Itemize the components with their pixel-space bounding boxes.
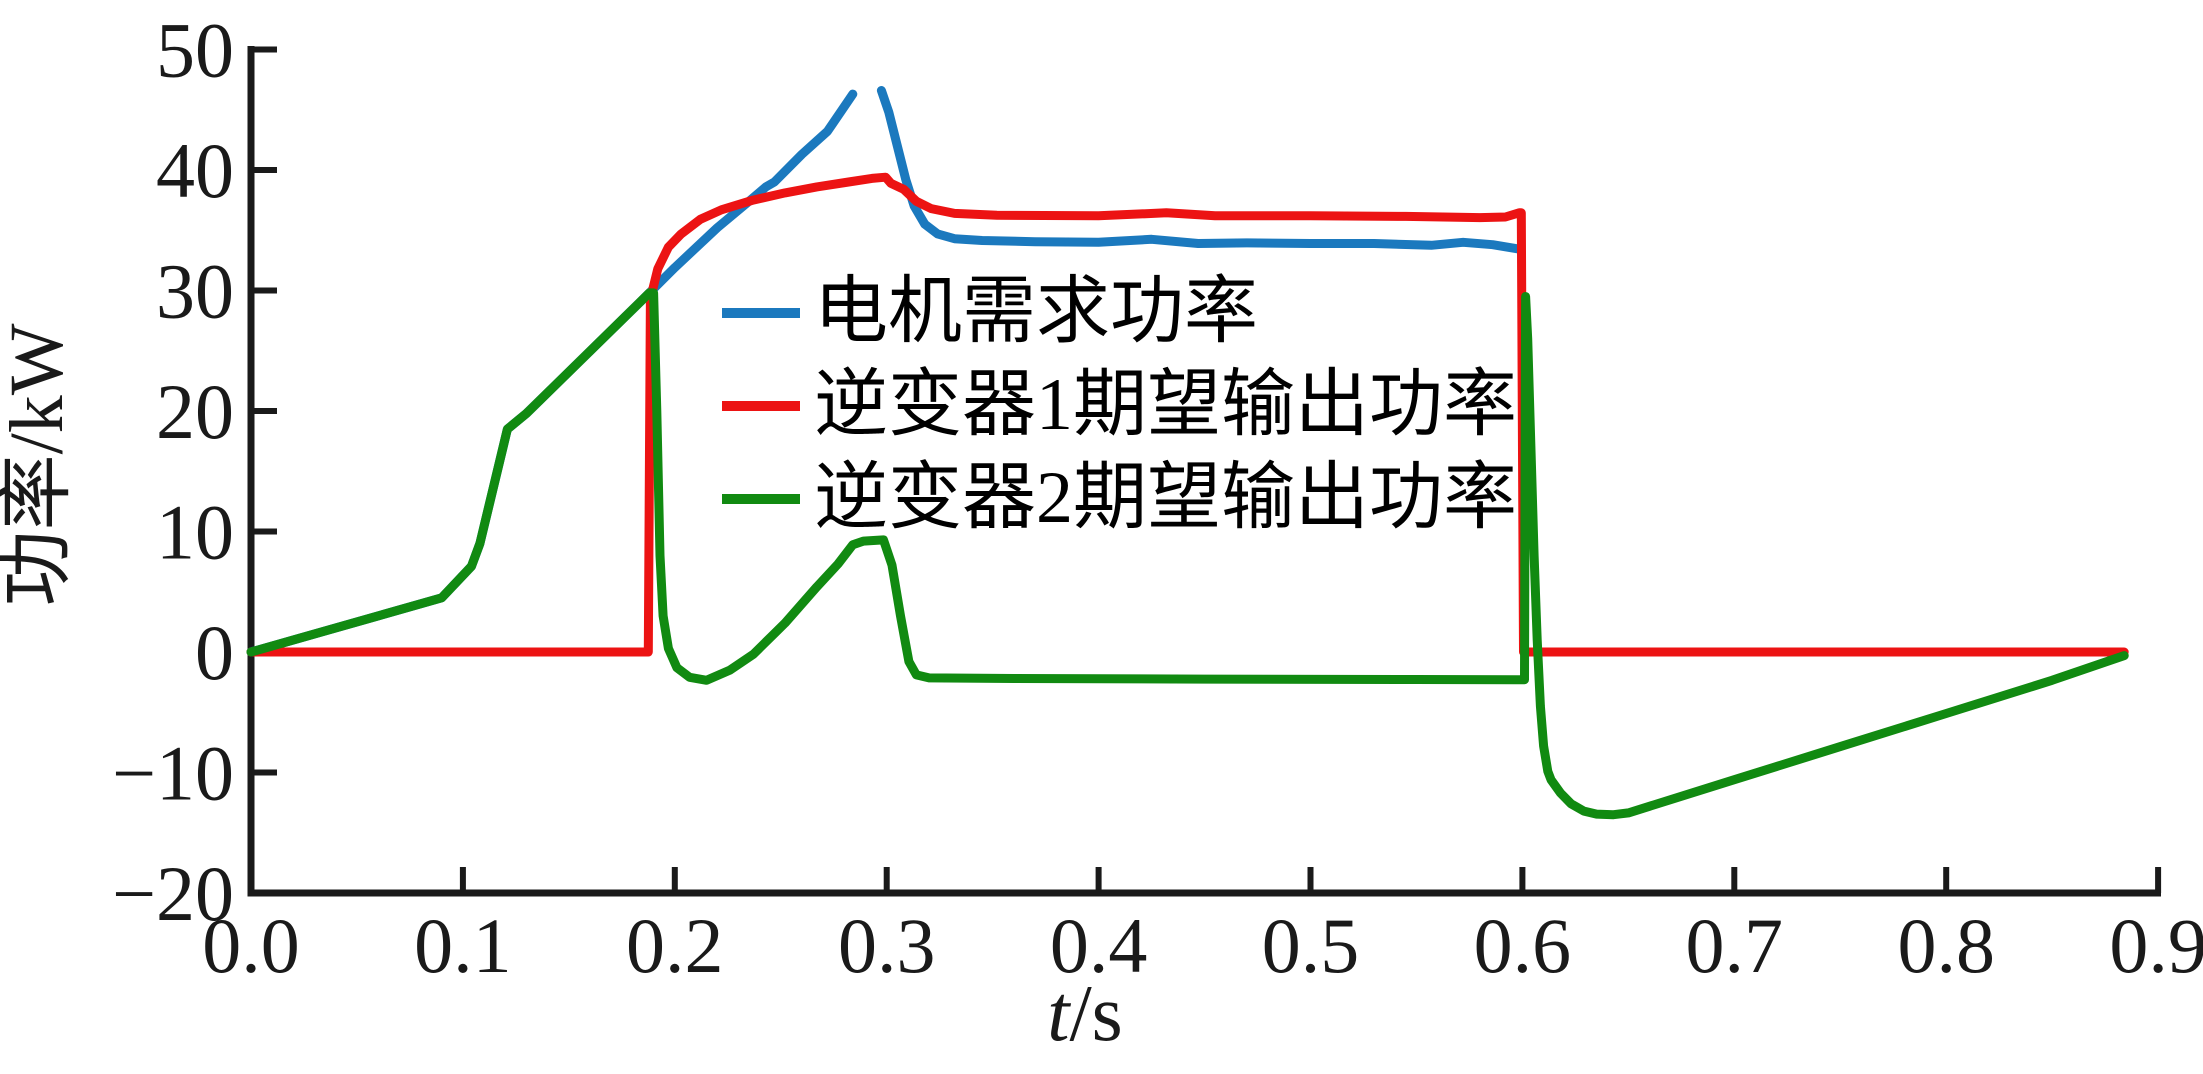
x-tick-label-0.4: 0.4 <box>1050 902 1148 989</box>
curve-series-2-seg-0 <box>246 288 2129 820</box>
legend: 电机需求功率 逆变器1期望输出功率 逆变器2期望输出功率 <box>722 266 1517 545</box>
legend-line-sample-green <box>722 493 800 504</box>
y-tick-label-50: 50 <box>156 7 234 94</box>
legend-line-sample-red <box>722 400 800 411</box>
legend-label: 电机需求功率 <box>814 271 1258 353</box>
x-tick-label-0.3: 0.3 <box>838 902 936 989</box>
x-tick-label-0.5: 0.5 <box>1262 902 1360 989</box>
curve-series-1-seg-0 <box>246 172 2129 657</box>
legend-label: 逆变器1期望输出功率 <box>814 364 1517 446</box>
x-tick-label-0.6: 0.6 <box>1474 902 1572 989</box>
axes-spines <box>247 46 2161 897</box>
legend-item-inverter2: 逆变器2期望输出功率 <box>722 452 1517 545</box>
legend-item-motor-demand: 电机需求功率 <box>722 266 1517 359</box>
y-tick-label-20: 20 <box>156 368 234 455</box>
x-tick-label-0.1: 0.1 <box>414 902 512 989</box>
y-axis-label: 功率/kW <box>0 323 79 606</box>
axes-tick-labels: 0.0 0.1 0.2 0.3 0.4 0.5 0.6 0.7 0.8 0.9 50 40 30 20 10… <box>112 7 2203 990</box>
x-axis-label: t/s <box>1047 970 1123 1058</box>
y-tick-label-40: 40 <box>156 127 234 214</box>
x-tick-label-0.2: 0.2 <box>626 902 724 989</box>
y-tick-label-30: 30 <box>156 248 234 335</box>
x-tick-label-0.9: 0.9 <box>2109 902 2203 989</box>
y-tick-label-−20: −20 <box>112 850 234 937</box>
legend-label: 逆变器2期望输出功率 <box>814 457 1517 539</box>
data-curves <box>246 86 2129 820</box>
curve-series-0-seg-1 <box>876 86 1523 254</box>
legend-line-sample-blue <box>722 307 800 318</box>
y-tick-label-0: 0 <box>195 609 234 696</box>
legend-item-inverter1: 逆变器1期望输出功率 <box>722 359 1517 452</box>
y-tick-label-10: 10 <box>156 489 234 576</box>
x-axis-label-unit: /s <box>1069 970 1122 1058</box>
x-axis-label-variable: t <box>1047 970 1071 1058</box>
x-tick-label-0.7: 0.7 <box>1686 902 1784 989</box>
x-tick-label-0.0: 0.0 <box>202 902 300 989</box>
y-tick-label-−10: −10 <box>112 730 234 817</box>
x-tick-label-0.8: 0.8 <box>1897 902 1995 989</box>
